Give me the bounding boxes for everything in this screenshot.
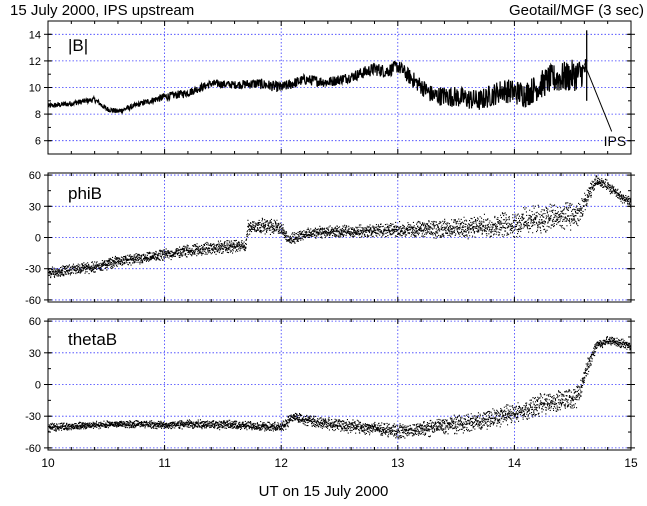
y-tick-label: 30: [29, 201, 41, 213]
x-tick-label: 14: [508, 456, 522, 470]
data-layer: [48, 30, 588, 115]
y-tick-label: 6: [35, 136, 41, 148]
y-tick-label: 0: [35, 380, 41, 392]
y-tick-label: -60: [25, 295, 41, 307]
x-axis-title: UT on 15 July 2000: [258, 483, 389, 500]
x-tick-label: 11: [158, 456, 171, 470]
series-dots: [48, 175, 631, 279]
x-tick-label: 13: [391, 456, 405, 470]
y-tick-label: 12: [29, 56, 41, 68]
chart-title-right: Geotail/MGF (3 sec): [508, 2, 644, 19]
panel-label: phiB: [68, 184, 102, 203]
panel-2: -60 -30 0 30 60 phiB: [25, 170, 635, 307]
data-layer: [48, 175, 631, 279]
series-line: [48, 58, 588, 115]
y-tick-label: -30: [25, 264, 41, 276]
y-tick-label: 10: [29, 83, 41, 95]
x-tick-label: 15: [624, 456, 638, 470]
panel-label: thetaB: [68, 330, 117, 349]
panel-1: 6 8 10 12 14 |B| IPS: [29, 20, 635, 155]
y-tick-label: 60: [29, 170, 41, 182]
y-tick-label: -30: [25, 411, 41, 423]
y-tick-label: 60: [29, 316, 41, 328]
y-tick-label: 0: [35, 233, 41, 245]
y-tick-label: 8: [35, 109, 41, 121]
panel-label: |B|: [68, 36, 88, 55]
annotation-label: IPS: [604, 133, 627, 149]
x-tick-label: 12: [275, 456, 289, 470]
annotation-pointer: [583, 63, 613, 132]
panel-3: -60 -30 0 30 60 thetaB: [25, 316, 635, 455]
y-tick-label: 14: [29, 29, 41, 41]
chart-title-left: 15 July 2000, IPS upstream: [10, 2, 195, 19]
x-tick-label: 10: [41, 456, 55, 470]
y-tick-label: -60: [25, 443, 41, 455]
y-tick-label: 30: [29, 348, 41, 360]
data-layer: [48, 336, 631, 440]
series-dots: [48, 336, 631, 440]
